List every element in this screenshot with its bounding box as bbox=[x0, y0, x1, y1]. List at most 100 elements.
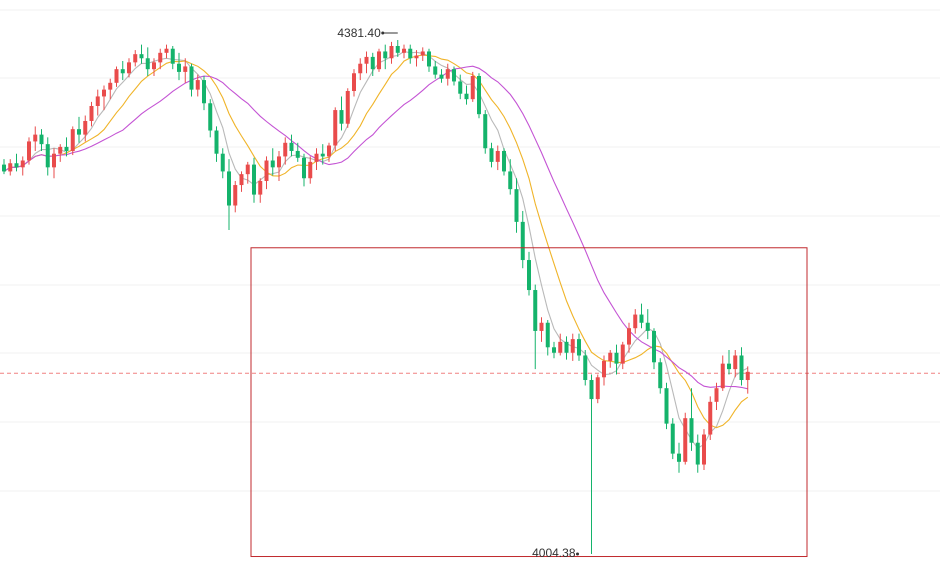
candle bbox=[314, 148, 319, 171]
candle bbox=[395, 40, 400, 57]
candle-body bbox=[433, 66, 438, 75]
candle bbox=[145, 47, 150, 76]
candle bbox=[302, 153, 306, 187]
candle bbox=[452, 66, 456, 86]
candle bbox=[389, 41, 394, 64]
candle bbox=[2, 159, 6, 175]
grid-lines bbox=[0, 9, 940, 492]
candle-body bbox=[702, 434, 706, 465]
candle-body bbox=[695, 442, 700, 465]
candle bbox=[439, 69, 444, 83]
candle-body bbox=[745, 371, 750, 381]
candle-body bbox=[377, 51, 381, 70]
candle bbox=[89, 101, 94, 127]
candle bbox=[689, 388, 694, 451]
candle bbox=[58, 144, 63, 162]
candle bbox=[320, 144, 325, 165]
candle bbox=[483, 110, 488, 154]
candle-body bbox=[270, 160, 275, 168]
candle-body bbox=[389, 45, 394, 59]
moving-average-lines bbox=[3, 50, 749, 449]
candle-body bbox=[89, 105, 94, 121]
candle-body bbox=[445, 69, 450, 79]
candle-body bbox=[245, 164, 250, 175]
candle-body bbox=[714, 388, 719, 402]
candle bbox=[658, 358, 663, 394]
candle-body bbox=[414, 55, 419, 59]
candle bbox=[420, 47, 425, 61]
candle-body bbox=[564, 341, 569, 353]
candle bbox=[152, 58, 156, 76]
candle bbox=[14, 153, 19, 172]
candle-body bbox=[252, 164, 256, 195]
candle bbox=[8, 159, 13, 176]
candle-body bbox=[333, 110, 338, 146]
candle-body bbox=[45, 144, 50, 168]
candle bbox=[720, 355, 725, 391]
low-price-label: 4004.38 bbox=[532, 546, 576, 560]
candle-body bbox=[114, 69, 119, 83]
candle bbox=[520, 210, 525, 269]
candle bbox=[295, 142, 300, 162]
candle-body bbox=[189, 66, 194, 90]
candle-body bbox=[408, 48, 413, 59]
candle-body bbox=[620, 344, 625, 364]
high-price-label: 4381.40 bbox=[337, 26, 381, 40]
candle bbox=[733, 350, 738, 378]
candle-body bbox=[320, 153, 325, 157]
candle bbox=[583, 350, 588, 386]
candle bbox=[33, 126, 38, 151]
ma-slow-line bbox=[3, 65, 748, 390]
candle bbox=[545, 320, 550, 356]
candle-body bbox=[20, 160, 25, 168]
candle-body bbox=[664, 388, 669, 424]
candle bbox=[414, 50, 419, 67]
candle bbox=[270, 148, 275, 176]
candle bbox=[183, 58, 188, 83]
candle-body bbox=[164, 48, 169, 53]
candle bbox=[208, 99, 213, 138]
candle-body bbox=[608, 352, 613, 361]
candle-body bbox=[2, 164, 6, 172]
candle bbox=[564, 336, 569, 360]
candle-body bbox=[595, 377, 600, 400]
candle-body bbox=[64, 146, 69, 151]
candle-body bbox=[127, 62, 131, 74]
candle-body bbox=[8, 163, 13, 172]
candle-body bbox=[314, 153, 319, 162]
candle bbox=[477, 73, 481, 119]
candle-body bbox=[527, 260, 531, 291]
candle bbox=[508, 159, 513, 195]
candle bbox=[370, 52, 375, 76]
candle bbox=[102, 85, 106, 111]
candle-body bbox=[58, 146, 63, 154]
candle bbox=[639, 303, 644, 329]
candle bbox=[714, 382, 719, 411]
candle-body bbox=[83, 120, 88, 135]
candle-body bbox=[214, 130, 219, 154]
candle bbox=[739, 347, 744, 386]
candle-body bbox=[552, 347, 556, 353]
candle-body bbox=[352, 73, 356, 91]
candle-body bbox=[95, 96, 100, 106]
candle bbox=[158, 48, 163, 70]
candle bbox=[552, 341, 556, 359]
candle bbox=[383, 44, 388, 70]
candle bbox=[614, 344, 619, 375]
candle bbox=[377, 48, 381, 72]
candle bbox=[108, 78, 113, 100]
candle-body bbox=[602, 360, 606, 378]
candle-body bbox=[720, 363, 725, 389]
high-price-dot bbox=[381, 31, 385, 35]
candle-body bbox=[70, 129, 75, 151]
candle bbox=[114, 66, 119, 87]
candle-body bbox=[627, 328, 631, 345]
candle-body bbox=[464, 93, 469, 100]
candle bbox=[677, 442, 681, 473]
candle-body bbox=[345, 90, 350, 124]
candle-body bbox=[120, 69, 125, 74]
candle-body bbox=[258, 180, 263, 195]
candle bbox=[277, 150, 281, 181]
